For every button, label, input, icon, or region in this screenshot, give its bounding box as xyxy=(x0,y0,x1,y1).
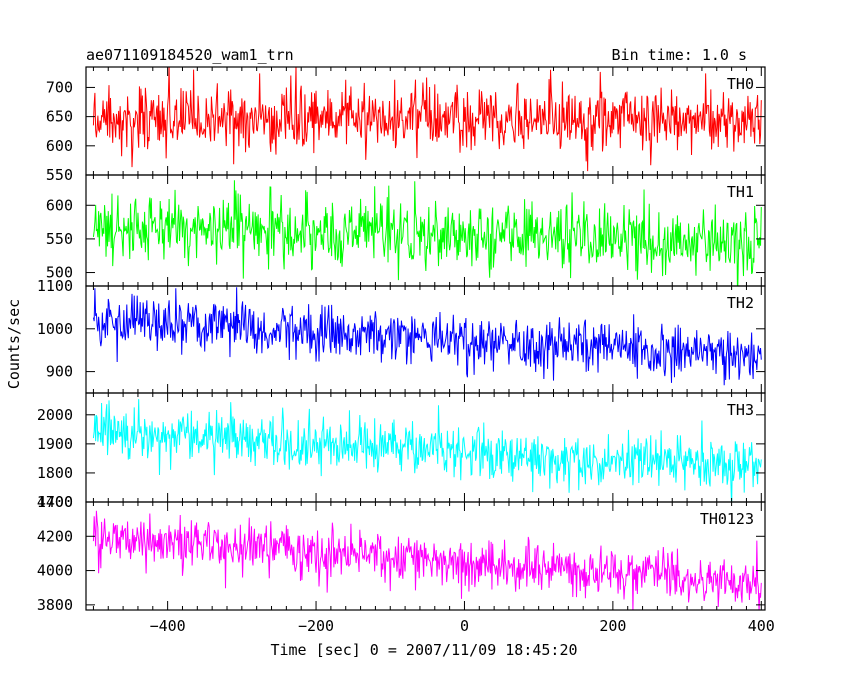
y-tick-label: 900 xyxy=(46,363,73,381)
chart-title: ae071109184520_wam1_trn xyxy=(86,46,294,64)
bin-time-label: Bin time: 1.0 s xyxy=(612,46,747,64)
series-line-th3 xyxy=(92,399,762,502)
panel-label: TH0123 xyxy=(700,510,754,528)
y-tick-label: 550 xyxy=(46,230,73,248)
y-tick-label: 4000 xyxy=(37,562,73,580)
panel-th1: 500 550 600 TH1 xyxy=(46,174,766,287)
x-tick-label: 0 xyxy=(460,617,469,635)
y-tick-label: 1100 xyxy=(37,277,73,295)
panel-label: TH3 xyxy=(727,401,754,419)
x-tick-labels: −400 −200 0 200 400 xyxy=(150,617,775,635)
series-line-th0123 xyxy=(92,510,762,610)
panel-label: TH2 xyxy=(727,294,754,312)
y-axis-label: Counts/sec xyxy=(5,299,23,389)
y-tick-label: 3800 xyxy=(37,596,73,614)
y-tick-label: 600 xyxy=(46,137,73,155)
x-tick-label: 200 xyxy=(599,617,626,635)
y-tick-label: 1900 xyxy=(37,435,73,453)
y-tick-label: 650 xyxy=(46,108,73,126)
y-tick-label: 1800 xyxy=(37,464,73,482)
panel-th2: 900 1000 1100 TH2 xyxy=(37,277,766,394)
series-line-th2 xyxy=(92,287,762,386)
y-tick-label: 1700 xyxy=(37,493,73,511)
y-tick-label: 2000 xyxy=(37,406,73,424)
y-tick-label: 500 xyxy=(46,264,73,282)
panel-th0123: 3800 4000 4200 4400 TH0123 xyxy=(37,493,766,614)
panel-label: TH0 xyxy=(727,75,754,93)
series-line-th0 xyxy=(92,67,762,172)
panel-frame xyxy=(85,501,766,611)
panel-th0: 550 600 650 700 TH0 xyxy=(46,66,766,184)
series-line-th1 xyxy=(92,180,762,286)
y-tick-label: 4200 xyxy=(37,527,73,545)
x-tick-label: 400 xyxy=(748,617,775,635)
y-tick-label: 600 xyxy=(46,196,73,214)
x-tick-label: −400 xyxy=(150,617,186,635)
panel-th3: 1700 1800 1900 2000 TH3 xyxy=(37,392,766,511)
y-tick-label: 700 xyxy=(46,78,73,96)
panel-frame xyxy=(85,392,766,503)
y-tick-label: 1000 xyxy=(37,320,73,338)
panels-group: 550 600 650 700 TH0 500 550 600 TH1 900 1000 1100 TH… xyxy=(37,66,766,614)
x-tick-label: −200 xyxy=(298,617,334,635)
x-axis-label: Time [sec] 0 = 2007/11/09 18:45:20 xyxy=(270,641,577,659)
y-tick-label: 550 xyxy=(46,166,73,184)
panel-label: TH1 xyxy=(727,183,754,201)
y-tick-label: 4400 xyxy=(37,493,73,511)
